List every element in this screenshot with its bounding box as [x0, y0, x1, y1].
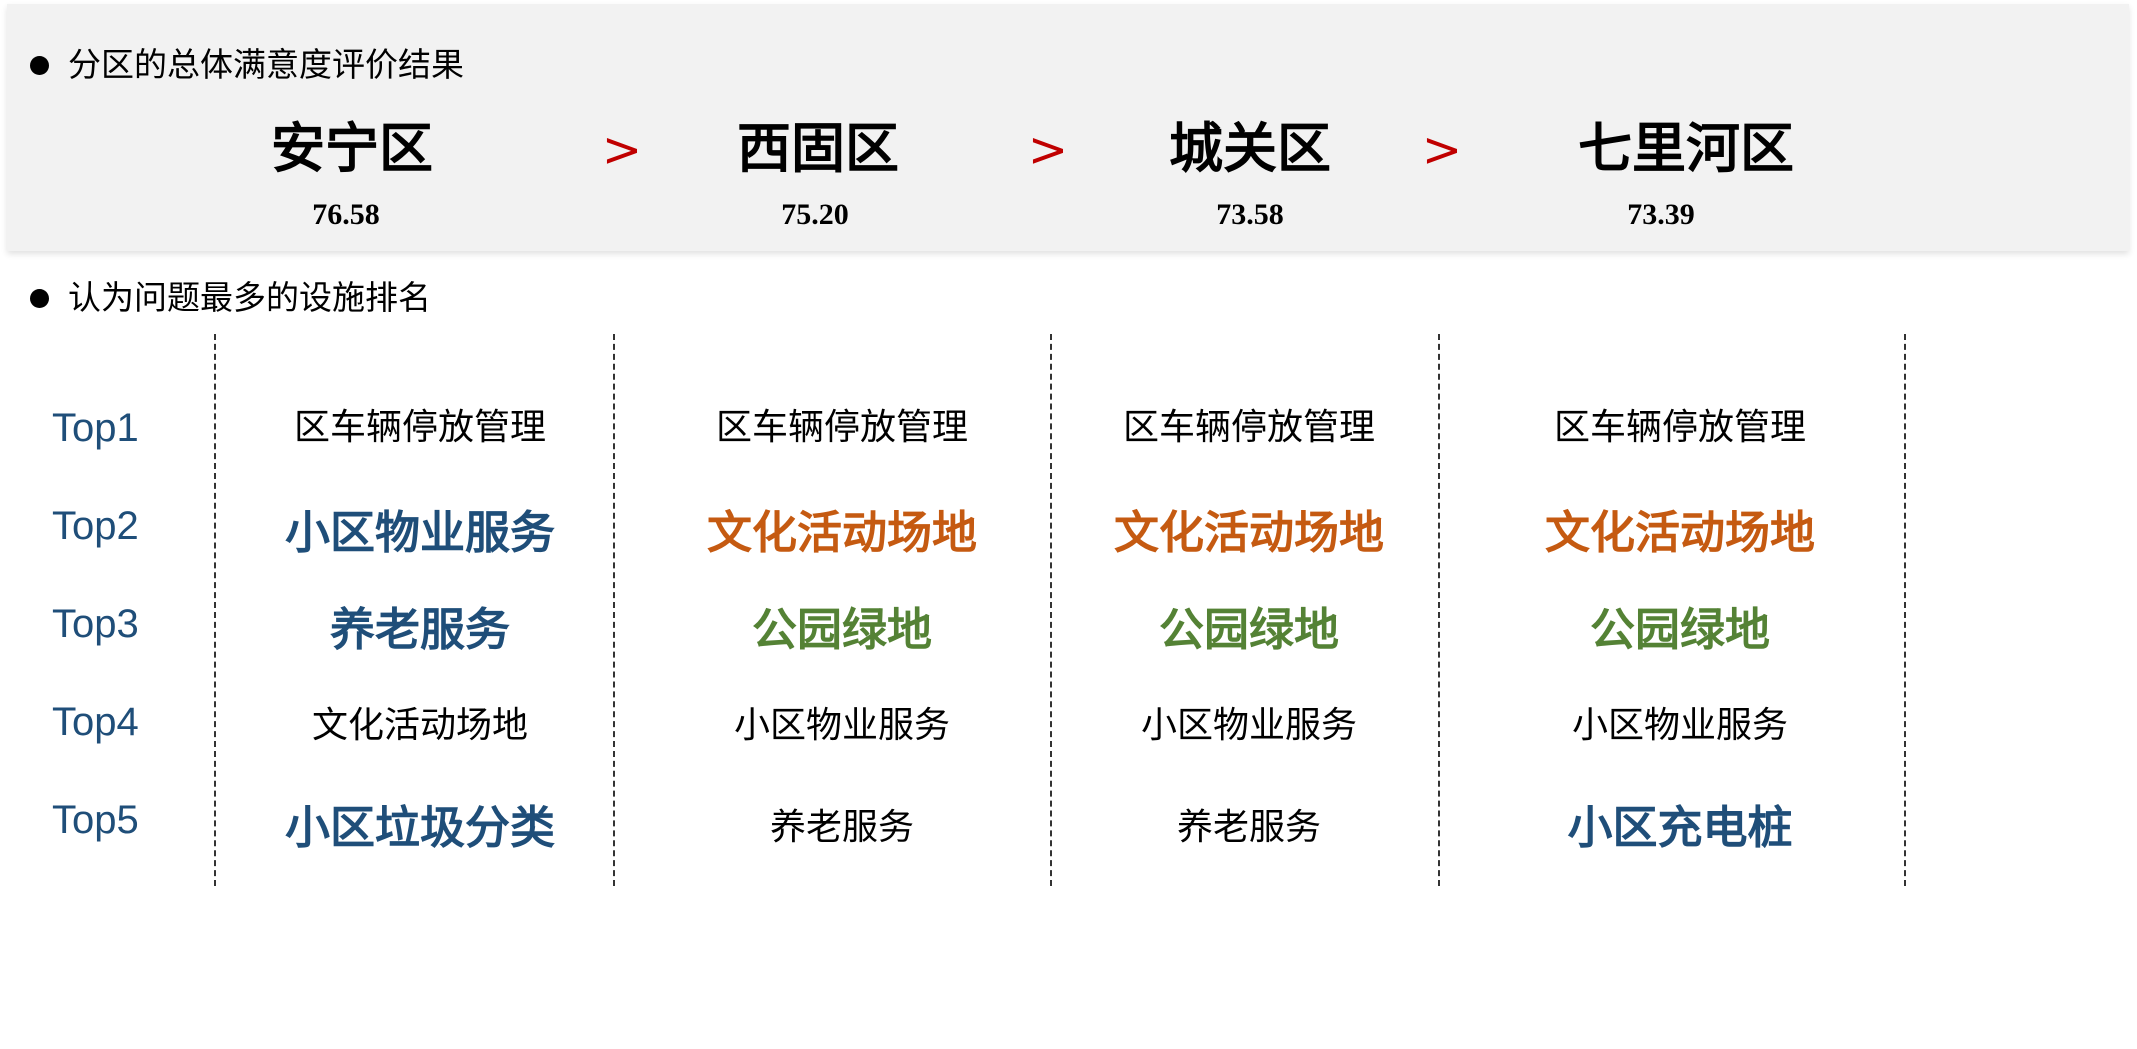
dashed-divider — [1904, 334, 1906, 886]
dashed-divider — [1050, 334, 1052, 886]
facility-item: 文化活动场地 — [311, 705, 529, 746]
facility-item: 小区物业服务 — [733, 705, 951, 746]
district-score: 73.39 — [1627, 198, 1695, 231]
facility-item: 养老服务 — [1176, 807, 1322, 848]
facility-item: 公园绿地 — [1589, 603, 1771, 656]
facility-item: 文化活动场地 — [706, 506, 978, 559]
rank-label: Top1 — [52, 406, 139, 450]
facility-item: 养老服务 — [329, 603, 511, 656]
facility-item: 小区物业服务 — [284, 506, 556, 559]
district-name: 城关区 — [1169, 116, 1331, 180]
rank-label: Top5 — [52, 798, 139, 842]
bullet-icon — [30, 289, 49, 308]
rank-label: Top3 — [52, 602, 139, 646]
district-score: 76.58 — [312, 198, 380, 231]
facility-item: 公园绿地 — [1158, 603, 1340, 656]
rank-label: Top4 — [52, 700, 139, 744]
district-name: 安宁区 — [271, 116, 433, 180]
district-score: 75.20 — [781, 198, 849, 231]
rank-label: Top2 — [52, 504, 139, 548]
facility-item: 小区垃圾分类 — [284, 801, 556, 854]
facility-item: 区车辆停放管理 — [1122, 407, 1376, 448]
facility-item: 小区物业服务 — [1140, 705, 1358, 746]
facility-item: 区车辆停放管理 — [1553, 407, 1807, 448]
district-name: 七里河区 — [1578, 116, 1794, 180]
facility-item: 文化活动场地 — [1113, 506, 1385, 559]
facility-item: 区车辆停放管理 — [715, 407, 969, 448]
bullet-icon — [30, 56, 49, 75]
dashed-divider — [214, 334, 216, 886]
satisfaction-panel — [7, 4, 2129, 251]
dashed-divider — [1438, 334, 1440, 886]
facility-item: 文化活动场地 — [1544, 506, 1816, 559]
district-name: 西固区 — [737, 116, 899, 180]
facility-item: 小区物业服务 — [1571, 705, 1789, 746]
dashed-divider — [613, 334, 615, 886]
facility-item: 小区充电桩 — [1567, 801, 1793, 854]
district-score: 73.58 — [1216, 198, 1284, 231]
section-title-facility-ranking: 认为问题最多的设施排名 — [68, 278, 431, 317]
facility-item: 养老服务 — [769, 807, 915, 848]
facility-item: 公园绿地 — [751, 603, 933, 656]
facility-item: 区车辆停放管理 — [293, 407, 547, 448]
greater-than-icon: > — [1421, 122, 1463, 178]
greater-than-icon: > — [1027, 122, 1069, 178]
section-title-satisfaction: 分区的总体满意度评价结果 — [68, 45, 464, 84]
greater-than-icon: > — [601, 122, 643, 178]
